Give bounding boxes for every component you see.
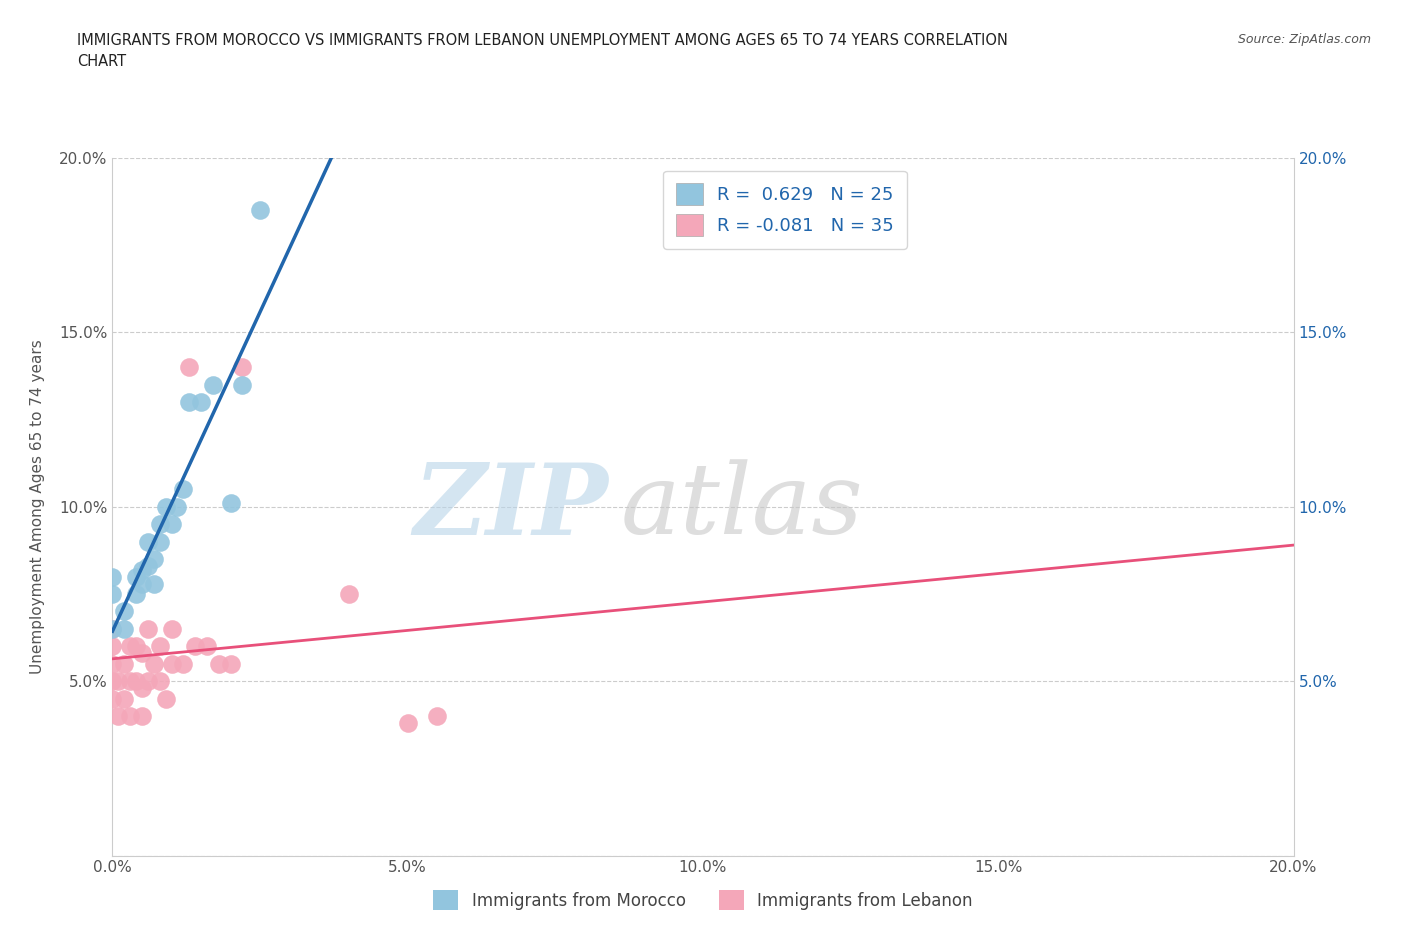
- Point: [208, 657, 231, 671]
- Point: [125, 587, 148, 602]
- Point: [190, 394, 212, 409]
- Point: [195, 639, 218, 654]
- Point: [101, 621, 124, 636]
- Text: atlas: atlas: [620, 459, 863, 554]
- Text: ZIP: ZIP: [413, 458, 609, 555]
- Point: [172, 482, 194, 497]
- Text: CHART: CHART: [77, 54, 127, 69]
- Point: [120, 709, 142, 724]
- Point: [136, 534, 159, 549]
- Point: [149, 534, 172, 549]
- Point: [155, 691, 177, 706]
- Point: [166, 499, 188, 514]
- Point: [112, 621, 135, 636]
- Point: [101, 657, 124, 671]
- Point: [131, 709, 153, 724]
- Point: [131, 681, 153, 696]
- Point: [149, 639, 172, 654]
- Point: [142, 657, 165, 671]
- Point: [101, 691, 124, 706]
- Point: [142, 577, 165, 591]
- Point: [112, 604, 135, 619]
- Legend: R =  0.629   N = 25, R = -0.081   N = 35: R = 0.629 N = 25, R = -0.081 N = 35: [664, 170, 907, 249]
- Point: [101, 569, 124, 584]
- Point: [249, 203, 271, 218]
- Point: [101, 621, 124, 636]
- Point: [101, 673, 124, 688]
- Point: [160, 621, 183, 636]
- Point: [136, 559, 159, 574]
- Point: [112, 691, 135, 706]
- Point: [219, 496, 242, 511]
- Point: [231, 360, 253, 375]
- Point: [184, 639, 207, 654]
- Point: [396, 716, 419, 731]
- Point: [125, 639, 148, 654]
- Point: [231, 378, 253, 392]
- Point: [172, 657, 194, 671]
- Point: [125, 673, 148, 688]
- Point: [107, 709, 129, 724]
- Text: Source: ZipAtlas.com: Source: ZipAtlas.com: [1237, 33, 1371, 46]
- Point: [155, 499, 177, 514]
- Point: [179, 394, 201, 409]
- Point: [101, 587, 124, 602]
- Point: [120, 673, 142, 688]
- Point: [136, 673, 159, 688]
- Point: [125, 569, 148, 584]
- Point: [149, 673, 172, 688]
- Point: [136, 621, 159, 636]
- Point: [426, 709, 449, 724]
- Point: [142, 551, 165, 566]
- Point: [149, 517, 172, 532]
- Point: [219, 657, 242, 671]
- Point: [101, 639, 124, 654]
- Point: [179, 360, 201, 375]
- Legend: Immigrants from Morocco, Immigrants from Lebanon: Immigrants from Morocco, Immigrants from…: [426, 884, 980, 917]
- Point: [107, 673, 129, 688]
- Text: IMMIGRANTS FROM MOROCCO VS IMMIGRANTS FROM LEBANON UNEMPLOYMENT AMONG AGES 65 TO: IMMIGRANTS FROM MOROCCO VS IMMIGRANTS FR…: [77, 33, 1008, 47]
- Point: [131, 646, 153, 661]
- Point: [337, 587, 360, 602]
- Point: [201, 378, 224, 392]
- Y-axis label: Unemployment Among Ages 65 to 74 years: Unemployment Among Ages 65 to 74 years: [31, 339, 45, 674]
- Point: [160, 657, 183, 671]
- Point: [112, 657, 135, 671]
- Point: [160, 517, 183, 532]
- Point: [120, 639, 142, 654]
- Point: [131, 577, 153, 591]
- Point: [131, 562, 153, 577]
